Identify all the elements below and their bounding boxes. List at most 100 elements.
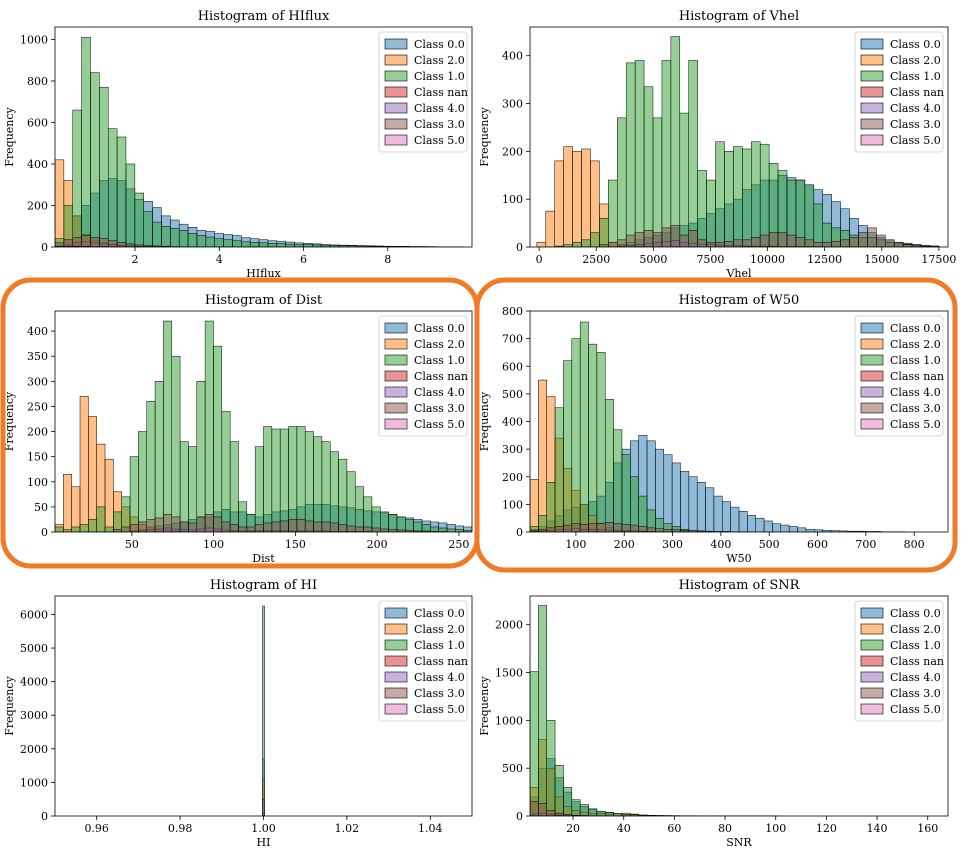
bar [581,148,591,247]
legend-label: Class 3.0 [414,687,465,700]
bar [563,524,573,532]
bar [652,232,663,247]
y-tick-label: 600 [502,360,523,373]
bar [554,765,564,816]
legend-label: Class 1.0 [890,639,941,652]
chart-title: Histogram of SNR [679,578,801,593]
y-tick-label: 6000 [20,608,48,621]
bar [804,184,815,247]
histogram-panel-hi: 0.96 0.98 1.00 1.02 1.04 0 1000 2000 3000 4000 500… [3,578,473,849]
bar [188,522,198,532]
y-axis-label: Frequency [478,675,491,735]
legend-label: Class 0.0 [890,322,941,335]
bar [538,803,547,816]
x-tick-label: 200 [367,538,388,551]
legend-swatch [384,639,408,651]
legend-swatch [860,322,884,334]
bar [625,234,636,247]
legend-swatch [860,338,884,350]
bar [596,522,606,532]
bar [546,527,556,532]
bar [663,528,673,532]
bar [88,519,97,532]
bar-class-3-0 [262,798,265,816]
bar [129,524,139,532]
legend-label: Class 3.0 [414,402,465,415]
legend-label: Class 2.0 [890,338,941,351]
chart-title: Histogram of Dist [205,293,323,308]
bar [188,446,198,532]
bar [646,527,656,532]
bar [90,237,100,247]
legend-swatch [384,70,408,82]
x-axis-label: HI [257,836,271,849]
legend-swatch [384,102,408,114]
legend-swatch [384,118,408,130]
x-tick-label: 700 [855,538,876,551]
bar [71,526,81,532]
bar [254,524,264,532]
legend-swatch [860,54,884,66]
chart-title: Histogram of Vhel [679,9,799,24]
legend-swatch [384,38,408,50]
x-tick-label: 50 [125,538,139,551]
bar [154,517,164,532]
bar [759,143,770,247]
bar [81,37,91,247]
bar [715,141,725,247]
bar [546,810,556,816]
bar [313,521,323,532]
legend-swatch [860,655,884,667]
legend-label: Class nan [890,86,944,99]
bar [579,524,589,532]
bar [313,436,323,532]
bar [733,239,743,247]
bar [670,36,681,247]
x-tick-label: 10000 [750,253,785,266]
bar [813,203,823,247]
x-tick-label: 6 [300,253,307,266]
legend-swatch [384,134,408,146]
bar [380,528,389,532]
chart-title: Histogram of HI [210,578,317,593]
bar [81,235,91,247]
legend-swatch [384,354,408,366]
y-tick-label: 1500 [495,667,523,680]
bar [733,146,743,247]
x-tick-label: 17500 [921,253,956,266]
bar [705,487,715,532]
bar [804,239,815,247]
axes-frame [529,595,949,817]
y-tick-label: 400 [502,416,523,429]
bar [617,117,627,247]
bar [79,396,89,532]
bar [446,528,456,532]
bar [579,804,589,816]
bar [221,411,231,532]
bar [276,243,286,247]
bar [430,526,439,532]
legend-swatch [860,102,884,114]
y-tick-label: 2000 [495,619,523,632]
bar [536,241,547,247]
legend-swatch [860,86,884,98]
bar [643,86,654,247]
bar [706,241,716,247]
bars [262,605,265,816]
chart-title: Histogram of HIflux [198,9,330,24]
bar [246,526,256,532]
y-tick-label: 1000 [495,714,523,727]
bar [795,237,806,247]
legend-label: Class 1.0 [414,354,465,367]
x-tick-label: 8 [384,253,391,266]
bar [530,801,539,816]
bar [715,241,725,247]
legend-swatch [860,354,884,366]
legend-label: Class 4.0 [890,671,941,684]
x-tick-label: 250 [448,538,469,551]
bar [213,345,223,532]
y-tick-label: 100 [502,193,523,206]
legend-swatch [384,418,408,430]
legend-swatch [384,322,408,334]
bar [196,235,207,247]
